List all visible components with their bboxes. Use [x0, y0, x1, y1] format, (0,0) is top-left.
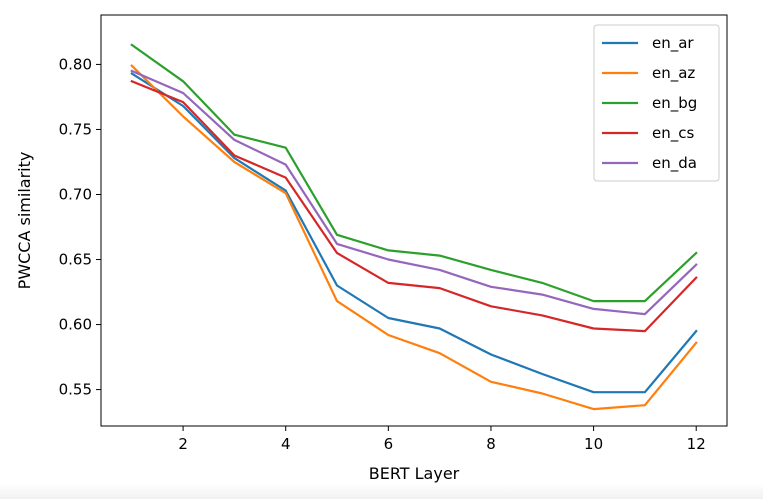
- y-tick-label: 0.70: [59, 185, 92, 203]
- legend: en_ar en_az en_bg en_cs en_da: [593, 24, 720, 182]
- x-tick-label: 2: [178, 435, 188, 453]
- legend-label-en-da: en_da: [652, 154, 697, 173]
- x-tick-label: 6: [384, 435, 394, 453]
- x-tick-label: 8: [486, 435, 496, 453]
- x-tick-label: 12: [687, 435, 706, 453]
- y-tick-label: 0.75: [59, 120, 92, 138]
- y-tick-label: 0.65: [59, 251, 92, 269]
- x-tick-label: 4: [281, 435, 291, 453]
- x-axis-label: BERT Layer: [369, 464, 460, 483]
- y-axis-label: PWCCA similarity: [15, 152, 34, 290]
- y-tick-label: 0.80: [59, 55, 92, 73]
- bottom-edge-band: [0, 483, 763, 499]
- series-line-en-bg: [130, 43, 698, 303]
- y-axis-ticks: 0.55 0.60 0.65 0.70 0.75 0.80: [59, 55, 101, 399]
- x-tick-label: 10: [584, 435, 603, 453]
- y-tick-label: 0.60: [59, 316, 92, 334]
- y-tick-label: 0.55: [59, 381, 92, 399]
- legend-label-en-az: en_az: [652, 64, 695, 83]
- series-line-en-da: [130, 69, 698, 316]
- legend-label-en-bg: en_bg: [652, 94, 697, 113]
- legend-box: [593, 24, 720, 182]
- series-line-en-az: [130, 64, 698, 411]
- plot-area-frame: [100, 14, 728, 427]
- x-axis-ticks: 2 4 6 8 10 12: [178, 426, 706, 453]
- legend-label-en-cs: en_cs: [652, 124, 694, 143]
- legend-label-en-ar: en_ar: [652, 34, 694, 53]
- series-line-en-ar: [130, 71, 698, 394]
- series-line-en-cs: [130, 79, 698, 333]
- series-layer: [130, 43, 698, 411]
